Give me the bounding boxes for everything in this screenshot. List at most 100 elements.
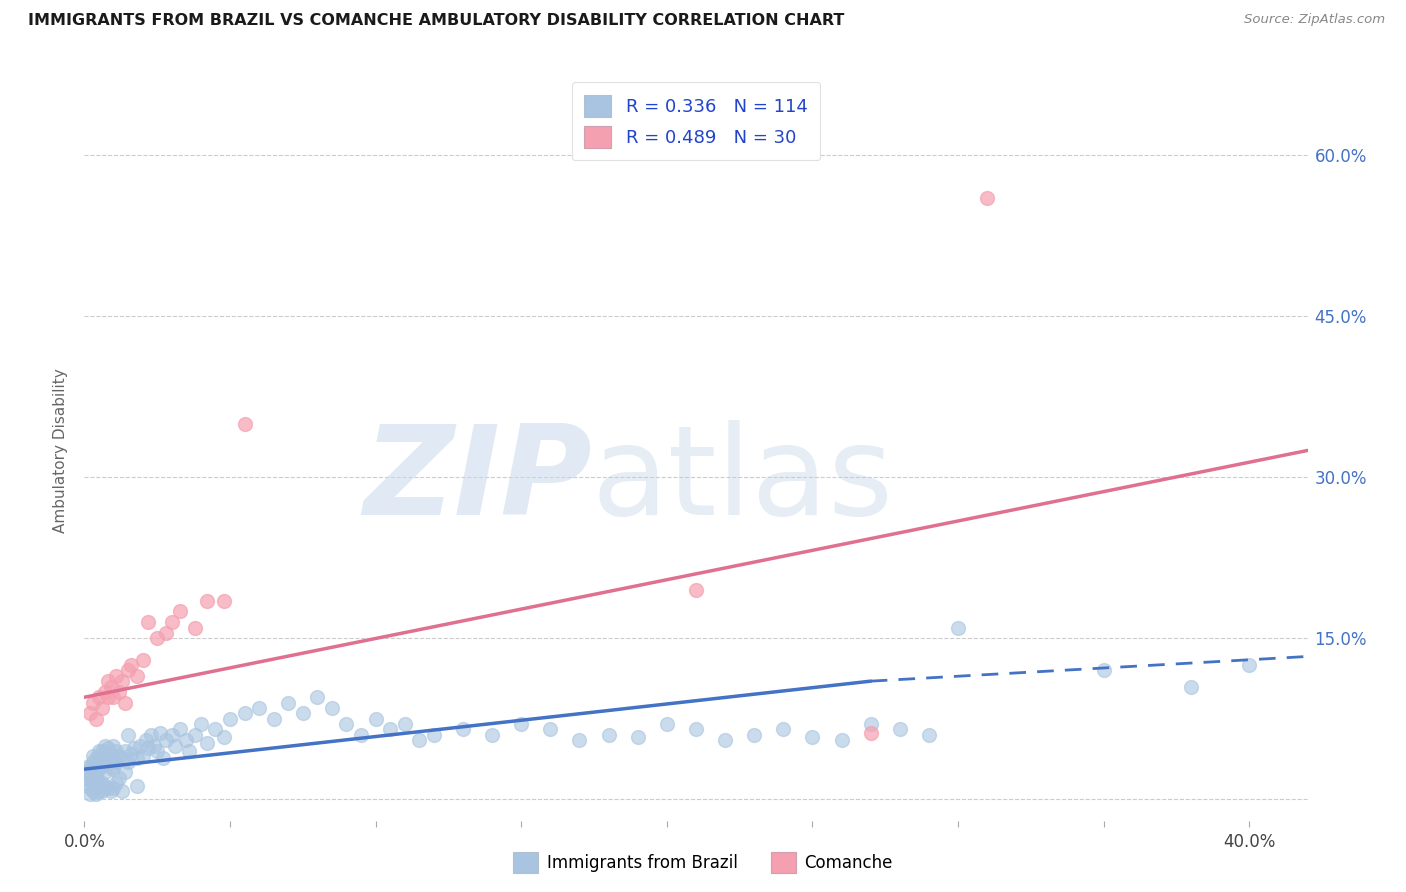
Point bbox=[195, 593, 218, 607]
Point bbox=[120, 658, 142, 673]
Point bbox=[84, 765, 107, 780]
Point bbox=[87, 690, 110, 705]
Point bbox=[149, 725, 172, 739]
Point bbox=[598, 728, 620, 742]
Point bbox=[93, 739, 115, 753]
Point bbox=[135, 733, 157, 747]
Point bbox=[87, 776, 110, 790]
Point bbox=[111, 783, 134, 797]
Point bbox=[122, 740, 145, 755]
Point bbox=[90, 776, 112, 790]
Point bbox=[169, 604, 191, 618]
Point bbox=[105, 776, 128, 790]
Point bbox=[84, 757, 107, 772]
Point bbox=[155, 733, 177, 747]
Point bbox=[1239, 658, 1261, 673]
Point bbox=[184, 620, 207, 634]
Point bbox=[128, 739, 150, 753]
Point bbox=[233, 417, 256, 431]
Point bbox=[87, 755, 110, 769]
Point bbox=[146, 632, 169, 646]
Point bbox=[350, 728, 373, 742]
Point bbox=[79, 760, 101, 774]
Point bbox=[219, 712, 242, 726]
Point bbox=[114, 765, 136, 780]
Point bbox=[79, 772, 101, 787]
Point bbox=[212, 593, 235, 607]
Point bbox=[103, 762, 125, 776]
Point bbox=[146, 744, 169, 758]
Point bbox=[125, 751, 148, 765]
Point bbox=[152, 751, 174, 765]
Point bbox=[538, 723, 561, 737]
Point bbox=[212, 730, 235, 744]
Point bbox=[114, 744, 136, 758]
Point bbox=[184, 728, 207, 742]
Point bbox=[84, 712, 107, 726]
Point bbox=[143, 739, 166, 753]
Point bbox=[76, 776, 98, 790]
Point bbox=[103, 751, 125, 765]
Point bbox=[291, 706, 314, 721]
Point bbox=[481, 728, 503, 742]
Point bbox=[90, 757, 112, 772]
Point bbox=[108, 749, 131, 764]
Y-axis label: Ambulatory Disability: Ambulatory Disability bbox=[53, 368, 69, 533]
Point bbox=[155, 625, 177, 640]
Point bbox=[82, 755, 104, 769]
Point bbox=[263, 712, 285, 726]
Point bbox=[87, 783, 110, 797]
Point bbox=[82, 749, 104, 764]
Point bbox=[946, 620, 969, 634]
Point bbox=[82, 776, 104, 790]
Point bbox=[190, 717, 212, 731]
Point bbox=[138, 740, 160, 755]
Point bbox=[801, 730, 824, 744]
Point bbox=[79, 706, 101, 721]
Point bbox=[76, 760, 98, 774]
Point bbox=[111, 674, 134, 689]
Point bbox=[163, 739, 186, 753]
Point bbox=[160, 728, 183, 742]
Point bbox=[714, 733, 737, 747]
Point bbox=[100, 760, 122, 774]
Point bbox=[103, 739, 125, 753]
Point bbox=[568, 733, 591, 747]
Point bbox=[103, 781, 125, 796]
Point bbox=[174, 733, 197, 747]
Point bbox=[100, 680, 122, 694]
Point bbox=[82, 762, 104, 776]
Point bbox=[117, 728, 139, 742]
Point bbox=[79, 781, 101, 796]
Point bbox=[82, 696, 104, 710]
Point bbox=[277, 696, 299, 710]
Point bbox=[90, 783, 112, 797]
Point bbox=[90, 744, 112, 758]
Point bbox=[93, 765, 115, 780]
Point bbox=[169, 723, 191, 737]
Point bbox=[451, 723, 474, 737]
Point bbox=[87, 760, 110, 774]
Point bbox=[103, 690, 125, 705]
Point bbox=[510, 717, 533, 731]
Point bbox=[105, 755, 128, 769]
Point bbox=[84, 787, 107, 801]
Point bbox=[97, 747, 120, 761]
Point bbox=[627, 730, 650, 744]
Point bbox=[90, 751, 112, 765]
Point bbox=[307, 690, 329, 705]
Point bbox=[117, 664, 139, 678]
Point bbox=[918, 728, 941, 742]
Point bbox=[79, 768, 101, 782]
Point bbox=[93, 751, 115, 765]
Point bbox=[84, 780, 107, 794]
Point bbox=[84, 771, 107, 785]
Point bbox=[97, 740, 120, 755]
Point bbox=[335, 717, 357, 731]
Point bbox=[97, 781, 120, 796]
Text: Source: ZipAtlas.com: Source: ZipAtlas.com bbox=[1244, 13, 1385, 27]
Point bbox=[97, 755, 120, 769]
Point bbox=[100, 747, 122, 761]
Point bbox=[772, 723, 794, 737]
Text: atlas: atlas bbox=[592, 419, 894, 541]
